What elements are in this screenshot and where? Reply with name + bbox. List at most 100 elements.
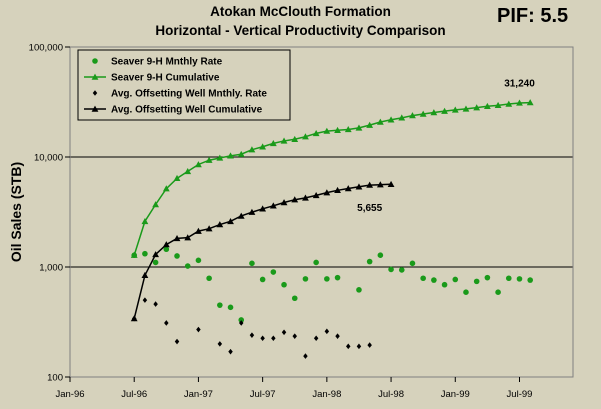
data-point — [420, 275, 426, 282]
data-point — [494, 101, 502, 109]
x-tick-label: Jul-96 — [121, 389, 147, 400]
data-point — [334, 126, 341, 133]
data-point — [152, 201, 160, 208]
data-point — [387, 116, 395, 123]
x-tick-label: Jan-97 — [184, 389, 213, 400]
data-point — [164, 320, 169, 326]
y-tick-label: 1,000 — [39, 263, 63, 274]
data-point — [227, 217, 234, 225]
data-point — [473, 278, 480, 285]
data-point — [377, 252, 384, 259]
data-point — [355, 183, 363, 190]
data-point — [291, 135, 299, 142]
data-point — [91, 105, 99, 112]
data-point — [505, 275, 512, 282]
data-point — [184, 234, 192, 241]
data-point — [269, 139, 277, 147]
data-point — [195, 161, 202, 168]
x-tick-label: Jul-99 — [507, 389, 533, 400]
data-point — [313, 335, 319, 342]
data-point — [130, 251, 138, 258]
x-tick-label: Jul-98 — [378, 389, 404, 400]
series-2 — [131, 297, 372, 359]
data-point — [302, 194, 309, 201]
data-point — [238, 320, 244, 326]
data-point — [388, 266, 394, 273]
data-point — [505, 100, 513, 107]
data-point — [431, 277, 437, 283]
data-point — [463, 289, 469, 296]
data-point — [92, 90, 98, 96]
data-point — [473, 104, 481, 111]
legend-label: Avg. Offsetting Well Cumulative — [111, 105, 263, 116]
data-point — [366, 181, 374, 188]
data-point — [184, 167, 192, 175]
legend-item: Avg. Offsetting Well Mnthly. Rate — [92, 89, 267, 100]
y-axis-ticks: 100 1,000 10,000 100,000 — [29, 43, 70, 384]
data-point — [259, 276, 266, 283]
legend-item: Avg. Offsetting Well Cumulative — [84, 105, 263, 116]
data-point — [216, 221, 224, 228]
data-point — [248, 208, 256, 215]
data-point — [452, 276, 459, 283]
data-point — [323, 189, 331, 196]
data-point — [324, 328, 330, 335]
data-point — [195, 227, 202, 234]
data-point — [259, 205, 267, 212]
data-point — [323, 127, 331, 134]
data-point — [130, 315, 138, 322]
data-point — [376, 181, 384, 188]
data-point — [227, 304, 234, 311]
data-point — [527, 277, 533, 283]
plot-area — [69, 46, 574, 378]
data-point — [334, 186, 341, 194]
data-point — [205, 225, 213, 232]
data-point — [409, 112, 416, 119]
x-tick-label: Jul-97 — [250, 389, 276, 400]
data-point — [237, 150, 245, 157]
data-point — [516, 276, 523, 282]
data-point — [495, 289, 501, 296]
legend-box — [77, 49, 291, 121]
data-point — [142, 250, 148, 257]
data-point — [441, 107, 448, 114]
data-point — [248, 146, 256, 153]
data-point — [184, 263, 191, 269]
data-point — [302, 133, 309, 140]
data-point — [366, 121, 374, 128]
data-point — [195, 257, 202, 264]
x-tick-label: Jan-96 — [55, 389, 84, 400]
data-point — [173, 174, 181, 182]
data-point — [419, 110, 427, 117]
series-1 — [130, 99, 534, 258]
pif-label: PIF: 5.5 — [497, 5, 569, 27]
data-point — [271, 335, 276, 342]
y-tick-label: 10,000 — [34, 153, 63, 164]
data-point — [174, 253, 180, 259]
series-line — [133, 183, 392, 319]
chart-title-line1: Atokan McClouth Formation — [210, 4, 391, 19]
legend-label: Seaver 9-H Mnthly Rate — [111, 57, 223, 68]
data-point — [398, 114, 406, 121]
data-point — [173, 234, 181, 242]
chart-title-line2: Horizontal - Vertical Productivity Compa… — [155, 23, 446, 38]
data-point — [162, 185, 170, 192]
legend-label: Seaver 9-H Cumulative — [111, 73, 220, 84]
data-point — [344, 126, 352, 133]
data-point — [217, 341, 223, 347]
data-point — [92, 58, 98, 64]
data-point — [142, 297, 148, 303]
data-point — [216, 154, 224, 161]
data-point — [227, 152, 234, 159]
data-point — [291, 196, 299, 203]
value-annotation: 5,655 — [357, 203, 382, 214]
data-point — [162, 241, 170, 248]
data-point — [398, 267, 405, 273]
data-point — [260, 335, 265, 342]
data-point — [441, 281, 448, 288]
series-line — [133, 101, 531, 256]
data-point — [174, 338, 180, 345]
data-point — [334, 274, 341, 281]
data-point — [141, 217, 149, 225]
